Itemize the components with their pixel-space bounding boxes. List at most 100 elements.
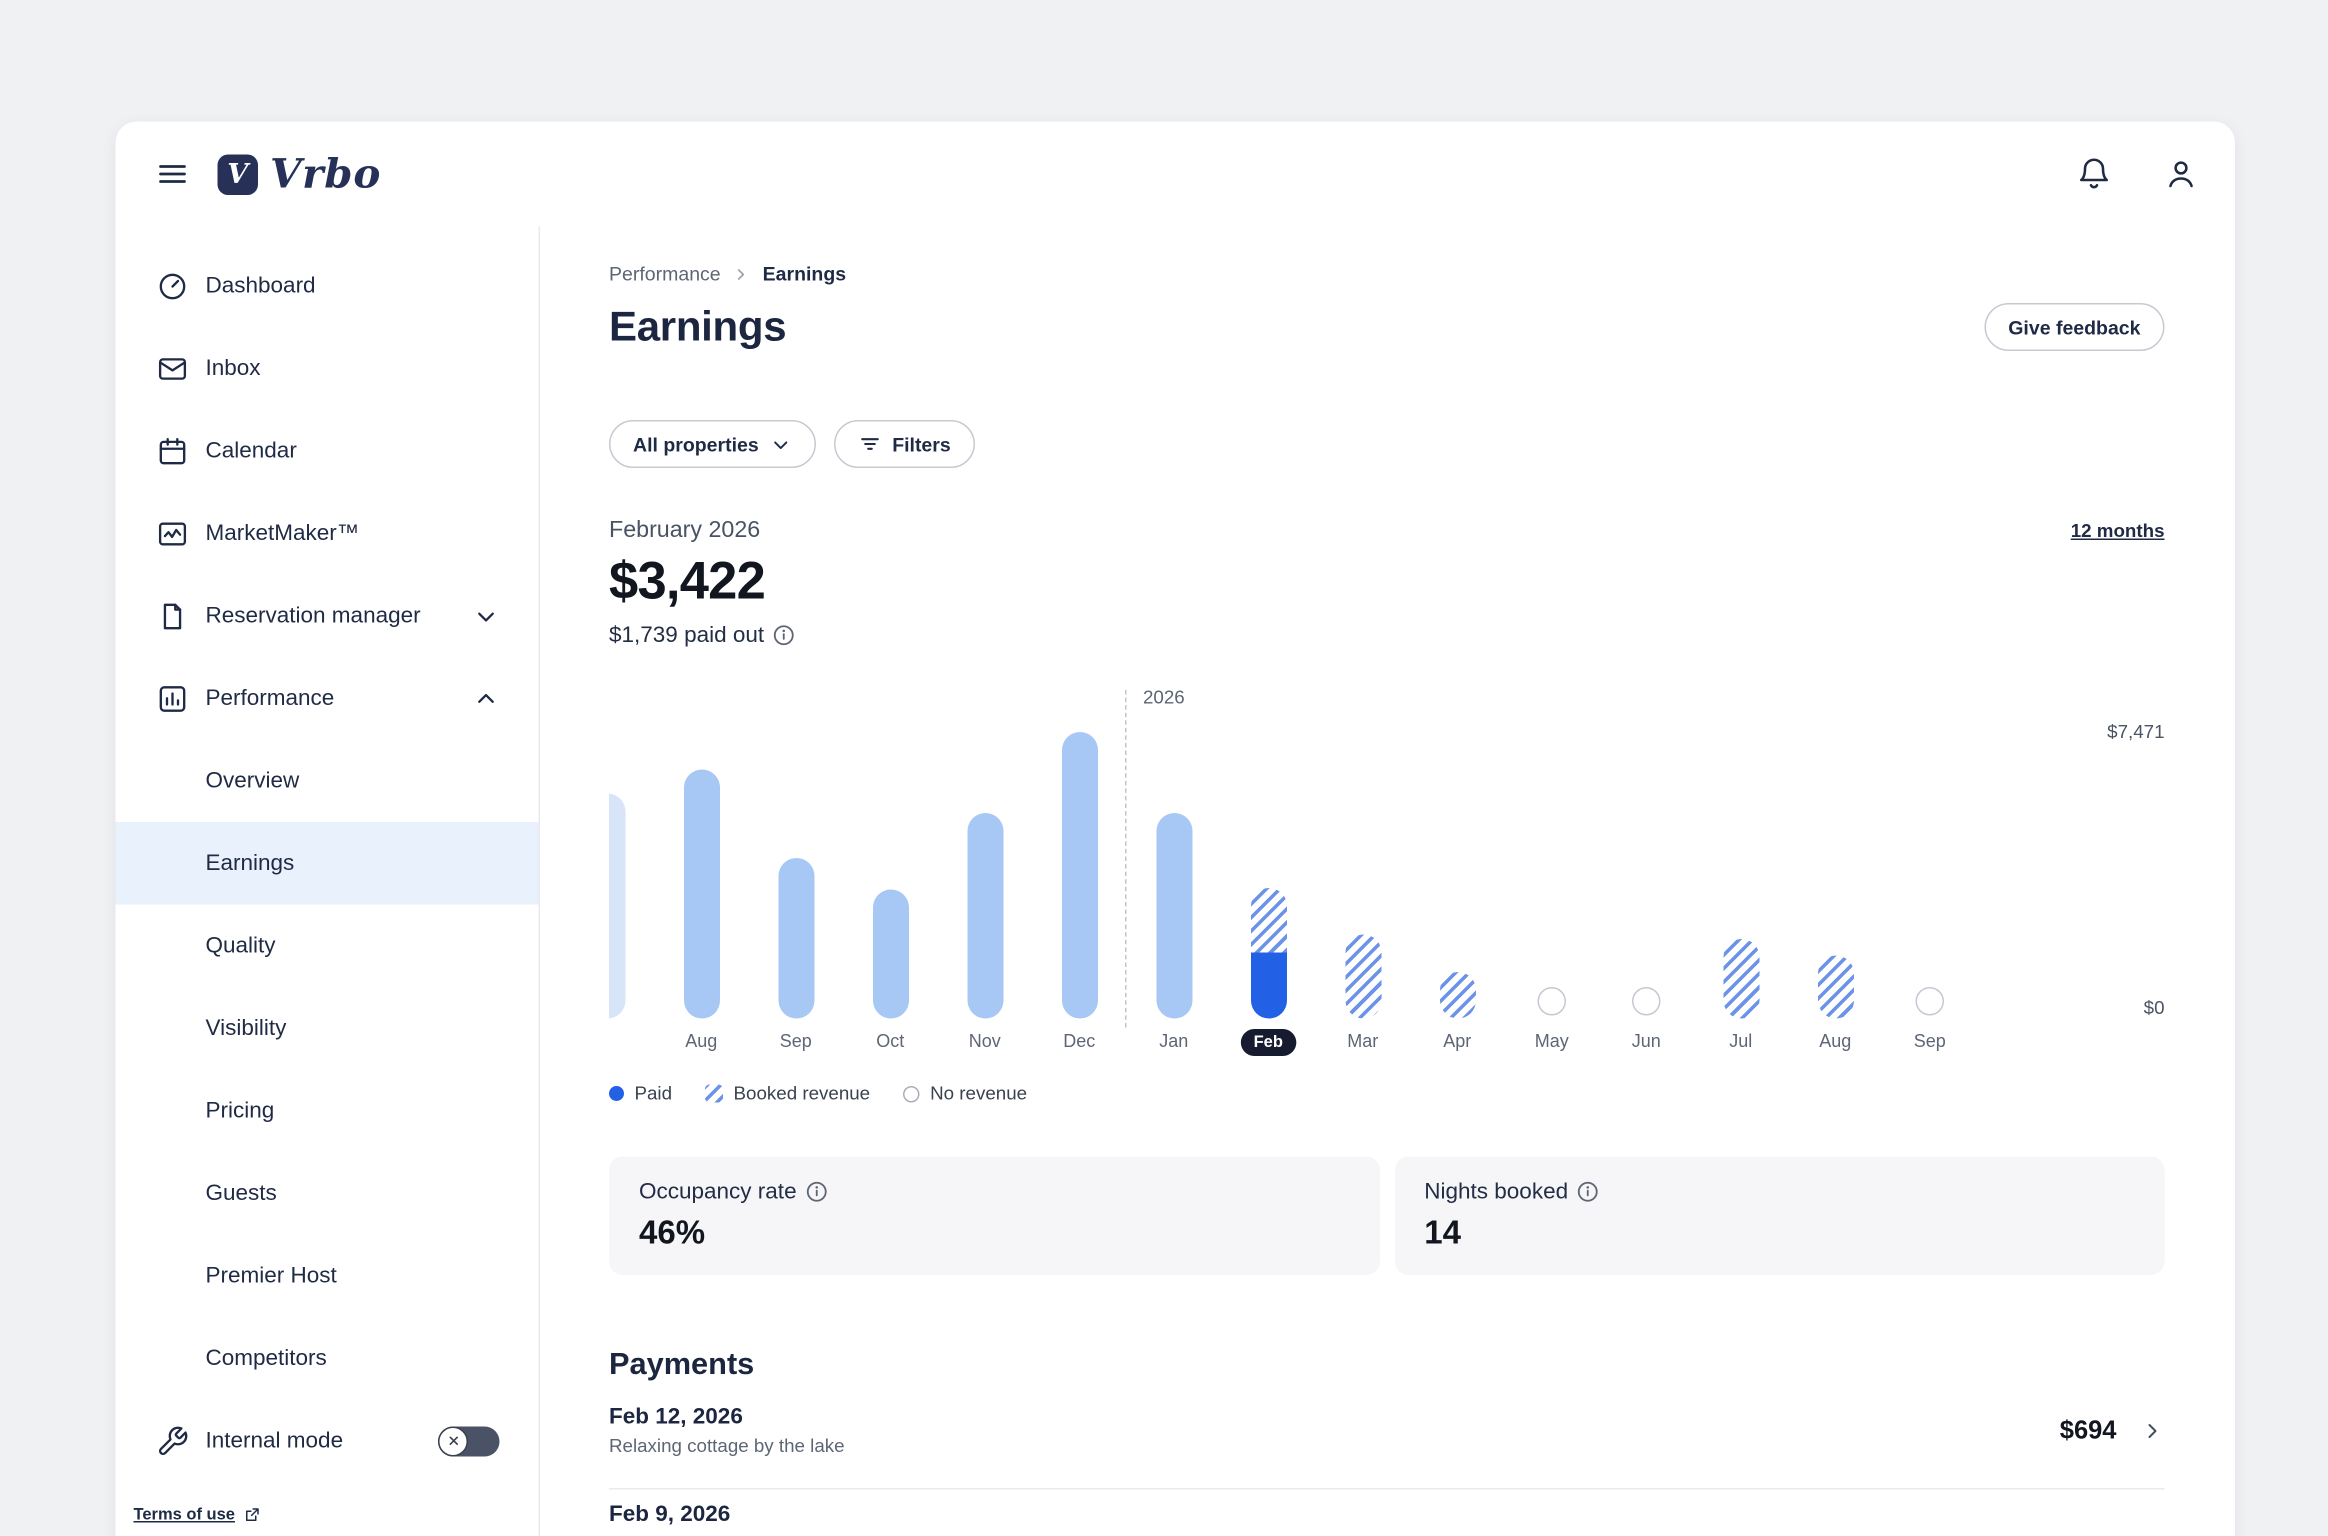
booked-swatch-icon: [705, 1084, 724, 1103]
payment-date: Feb 12, 2026: [609, 1404, 743, 1430]
sidebar-item-label: Internal mode: [205, 1428, 344, 1454]
payment-property: Relaxing cottage by the lake: [609, 1435, 845, 1457]
top-bar: V Vrbo: [116, 122, 2236, 227]
chart-bar-may-9[interactable]: May: [1505, 684, 1600, 1052]
brand-logo[interactable]: V Vrbo: [217, 150, 382, 198]
sidebar-item-quality[interactable]: Quality: [116, 905, 539, 988]
no-revenue-marker: [1632, 987, 1661, 1016]
breadcrumb-earnings: Earnings: [762, 262, 847, 286]
y-axis-min-label: $0: [2143, 997, 2165, 1019]
month-label: Sep: [779, 1030, 812, 1052]
info-icon[interactable]: [773, 624, 796, 647]
payment-row[interactable]: Feb 12, 2026 Relaxing cottage by the lak…: [609, 1383, 2165, 1490]
legend-item-paid: Paid: [609, 1083, 672, 1104]
chart-bar-aug-12[interactable]: Aug: [1788, 684, 1883, 1052]
year-marker-label: 2026: [1143, 687, 1185, 708]
property-filter-dropdown[interactable]: All properties: [609, 420, 816, 468]
sidebar-item-premier-host[interactable]: Premier Host: [116, 1235, 539, 1318]
paid-swatch-icon: [609, 1086, 624, 1101]
bell-icon: [2079, 158, 2109, 189]
chevron-up-icon: [478, 693, 494, 703]
filters-button[interactable]: Filters: [833, 420, 975, 468]
external-link-icon: [245, 1508, 259, 1521]
gauge-icon: [159, 272, 186, 299]
terms-of-use-link[interactable]: Terms of use: [134, 1506, 261, 1524]
no-revenue-marker: [1537, 987, 1566, 1016]
chart-bar-jan-5[interactable]: Jan: [1127, 684, 1222, 1052]
legend-item-none: No revenue: [903, 1083, 1027, 1104]
breadcrumb: Performance Earnings: [609, 263, 2165, 286]
chart-bar-oct-2[interactable]: Oct: [843, 684, 938, 1052]
legend-item-booked: Booked revenue: [705, 1083, 870, 1104]
calendar-icon: [159, 437, 186, 464]
sidebar-item-dashboard[interactable]: Dashboard: [116, 245, 539, 328]
stat-cards: Occupancy rate 46% Nights booked 14: [609, 1156, 2165, 1275]
payment-row[interactable]: Feb 9, 2026: [609, 1490, 2165, 1528]
sidebar-item-performance[interactable]: Performance: [116, 657, 539, 740]
month-label: Nov: [968, 1030, 1001, 1052]
menu-icon: [159, 165, 186, 183]
body: Dashboard Inbox Calendar MarketMaker™ Reserv…: [115, 226, 2236, 1536]
sidebar-item-pricing[interactable]: Pricing: [116, 1070, 539, 1153]
month-label: Aug: [685, 1030, 718, 1052]
chart-bar-jul-11[interactable]: Jul: [1694, 684, 1789, 1052]
sidebar-item-label: Quality: [205, 933, 276, 959]
sidebar-item-reservation-manager[interactable]: Reservation manager: [116, 575, 539, 658]
chart-bar-sep-1[interactable]: Sep: [749, 684, 844, 1052]
sidebar-item-visibility[interactable]: Visibility: [116, 987, 539, 1070]
month-label: Dec: [1063, 1030, 1096, 1052]
twelve-months-link[interactable]: 12 months: [2070, 520, 2165, 542]
no-revenue-swatch-icon: [903, 1085, 920, 1102]
internal-mode-toggle[interactable]: [438, 1425, 500, 1456]
chart-bar-apr-8[interactable]: Apr: [1410, 684, 1505, 1052]
sidebar-item-guests[interactable]: Guests: [116, 1152, 539, 1235]
vrbo-wordmark: Vrbo: [270, 150, 382, 198]
earnings-summary: February 2026 $3,422 $1,739 paid out 12 …: [609, 518, 2165, 649]
payment-amount: $694: [2059, 1415, 2117, 1444]
document-icon: [163, 602, 182, 629]
sidebar-item-overview[interactable]: Overview: [116, 740, 539, 823]
app-window: V Vrbo Dashboard Inbox Calendar MarketMaker…: [115, 121, 2236, 1536]
filter-icon: [860, 438, 879, 450]
account-button[interactable]: [2163, 156, 2199, 192]
chart-bar-mar-7[interactable]: Mar: [1316, 684, 1411, 1052]
chart-bar-dec-4[interactable]: Dec: [1032, 684, 1127, 1052]
chart-bar-sep-13[interactable]: Sep: [1883, 684, 1978, 1052]
year-divider-line: [1125, 690, 1127, 1028]
notifications-button[interactable]: [2076, 156, 2112, 192]
menu-button[interactable]: [155, 156, 191, 192]
info-icon[interactable]: [1577, 1181, 1600, 1204]
chart-bar-jun-10[interactable]: Jun: [1599, 684, 1694, 1052]
sidebar-item-label: Earnings: [205, 850, 295, 877]
sidebar-item-internal-mode[interactable]: Internal mode: [116, 1400, 539, 1483]
give-feedback-button[interactable]: Give feedback: [1984, 303, 2165, 351]
sidebar-item-earnings[interactable]: Earnings: [115, 822, 539, 905]
breadcrumb-performance[interactable]: Performance: [609, 262, 721, 286]
month-label: Mar: [1347, 1030, 1379, 1052]
main-content: Performance Earnings Earnings Give feedb…: [540, 227, 2235, 1536]
sidebar-item-label: Overview: [205, 768, 300, 794]
sidebar-item-label: Visibility: [205, 1015, 287, 1042]
top-bar-actions: [2076, 156, 2199, 192]
wrench-icon: [158, 1425, 188, 1455]
month-label: Apr: [1443, 1030, 1472, 1052]
info-icon[interactable]: [806, 1181, 829, 1204]
sidebar-item-calendar[interactable]: Calendar: [116, 410, 539, 493]
sidebar-item-marketmaker[interactable]: MarketMaker™: [116, 492, 539, 575]
terms-of-use-label: Terms of use: [133, 1506, 235, 1524]
mail-icon: [158, 357, 187, 380]
sidebar-item-label: Guests: [205, 1180, 277, 1207]
chart-bar-feb-6[interactable]: Feb: [1221, 684, 1316, 1056]
chart-bar-aug-0[interactable]: Aug: [654, 684, 749, 1052]
sidebar-item-competitors[interactable]: Competitors: [116, 1317, 539, 1400]
sidebar-nav: Dashboard Inbox Calendar MarketMaker™ Reserv…: [115, 226, 540, 1536]
period-label: February 2026: [609, 517, 761, 544]
stat-card-nights-booked: Nights booked 14: [1394, 1156, 2165, 1275]
sidebar-item-label: Premier Host: [205, 1263, 337, 1289]
month-label: Oct: [876, 1030, 905, 1052]
sidebar-item-inbox[interactable]: Inbox: [116, 327, 539, 410]
chart-bar-nov-3[interactable]: Nov: [938, 684, 1033, 1052]
breadcrumb-chevron-icon: [738, 268, 745, 280]
month-label: Aug: [1819, 1030, 1852, 1052]
sidebar-item-label: Inbox: [205, 355, 261, 382]
